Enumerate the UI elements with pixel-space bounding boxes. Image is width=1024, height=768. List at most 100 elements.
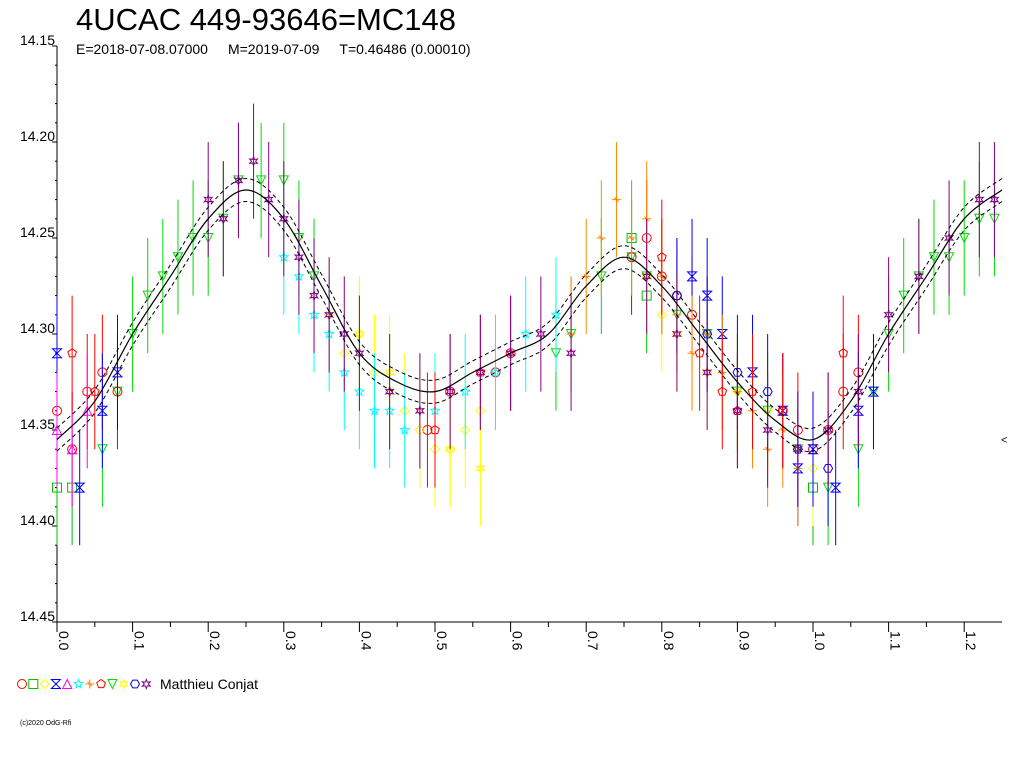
data-point [67,348,77,358]
data-point [943,232,955,244]
data-point [853,385,864,398]
data-point [369,404,381,416]
legend-observer: Matthieu Conjat [160,676,259,692]
data-point [596,233,606,243]
data-point [694,348,705,358]
x-tick-label: 0.9 [736,631,752,651]
data-point [565,347,577,360]
legend-marker [129,679,141,689]
y-tick-label: 14.40 [20,512,55,528]
data-point [671,291,682,300]
legend-marker [72,678,85,689]
right-edge-marker: < [1001,435,1007,447]
data-point [475,462,486,475]
data-point [829,482,842,493]
data-point [414,404,426,417]
data-point [717,386,728,396]
x-tick-label: 0.4 [358,631,374,651]
data-point [51,348,63,359]
data-point [550,308,562,320]
data-point [716,329,728,339]
data-point [822,424,834,436]
period-label: T=0.46486 (0.00010) [339,41,471,57]
legend-marker [85,679,95,689]
data-point [111,367,124,378]
legend-marker [17,679,27,689]
data-point [520,328,532,339]
data-point [535,328,546,340]
legend-marker-strip [17,678,152,690]
x-tick-label: 0.1 [132,631,148,651]
data-point [747,386,758,396]
data-point [958,233,970,244]
data-point [627,233,637,243]
x-tick-label: 0.8 [661,631,677,651]
data-point [671,328,683,340]
data-point [762,424,773,436]
x-tick-label: 1.2 [963,631,979,651]
data-point [157,271,169,283]
y-tick-label: 14.30 [20,320,55,336]
x-tick-label: 1.1 [888,631,904,651]
fit-envelope-lower [56,201,1003,453]
x-tick-label: 0.6 [510,631,526,651]
data-point [792,444,803,454]
fit-envelope-upper [56,177,1003,430]
data-point [702,329,713,339]
data-point [308,289,320,302]
chart-subtitle: E=2018-07-08.07000 M=2019-07-09 T=0.46486 … [76,41,491,57]
data-point [974,193,985,206]
copyright-text: (c)2020 OdG-Rfi [20,720,72,727]
y-tick-label: 14.20 [20,128,55,144]
data-point [746,367,759,378]
chart-title: 4UCAC 449-93646=MC148 [76,2,456,37]
data-point [248,155,259,168]
data-point [339,328,350,340]
data-point [263,193,274,206]
data-point [127,329,138,340]
data-point [792,443,804,456]
data-point [687,348,697,358]
data-point [422,425,433,435]
data-point [611,195,621,205]
data-point [293,251,305,264]
data-point [430,424,440,435]
data-point [883,308,894,321]
data-point [867,386,880,397]
x-tick-label: 0.7 [585,631,601,651]
data-point [324,308,335,321]
data-point [702,366,713,379]
data-point [89,386,100,396]
mid-date-label: M=2019-07-09 [227,41,320,57]
data-point [233,174,244,187]
series-11 [203,103,1000,507]
data-point [73,482,86,493]
data-point [218,212,229,225]
y-tick-label: 14.35 [20,416,55,432]
legend-marker [107,679,118,690]
series-8 [67,199,849,488]
data-point [823,464,834,473]
data-point [838,348,849,358]
legend: Matthieu Conjat [16,674,258,694]
data-point [399,424,411,435]
x-tick-label: 1.0 [812,631,828,651]
data-point [762,387,773,396]
data-point [732,368,743,377]
y-tick-label: 14.45 [20,608,55,624]
legend-marker [28,679,39,689]
data-point [444,443,456,456]
data-point [852,405,865,416]
data-point [81,405,93,416]
epoch-label: E=2018-07-08.07000 [76,41,208,57]
data-point [96,405,109,416]
legend-marker [96,678,106,689]
series-1 [52,180,864,507]
y-tick-label: 14.25 [20,224,55,240]
legend-marker [50,679,62,689]
x-tick-label: 0.3 [283,631,299,651]
data-point [913,270,924,283]
data-point [278,212,289,225]
data-point [354,347,365,360]
data-point [66,443,78,455]
